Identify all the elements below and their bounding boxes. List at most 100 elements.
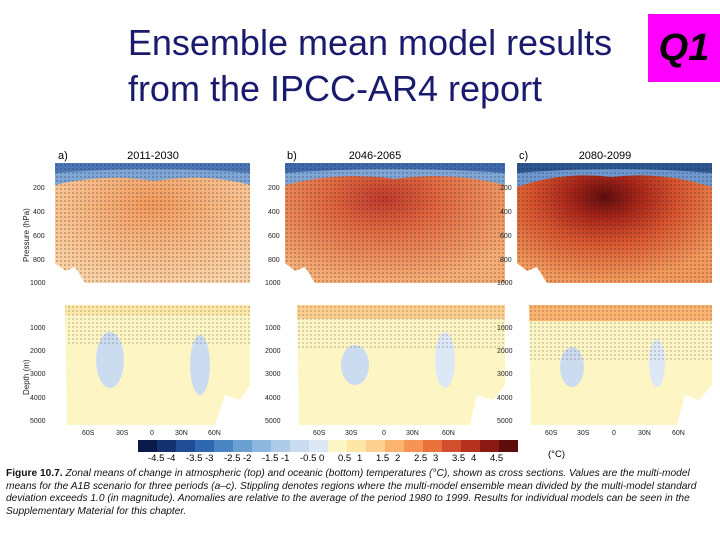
colorbar-swatch [404, 440, 424, 452]
colorbar-label: 3 [433, 453, 439, 464]
pressure-tick: 800 [33, 257, 45, 264]
panel-label-b: b) [287, 150, 297, 162]
pressure-tick: 400 [268, 209, 280, 216]
title-line-2: from the IPCC-AR4 report [127, 68, 543, 109]
ocean-panel-a [55, 305, 250, 425]
colorbar-label: -2.5 [224, 453, 241, 464]
colorbar-label: 0.5 [338, 453, 352, 464]
lat-tick: 30N [175, 430, 188, 437]
depth-tick: 2000 [497, 348, 513, 355]
pressure-tick: 1000 [265, 280, 281, 287]
panel-title-c: 2080-2099 [578, 150, 632, 162]
lat-tick: 0 [612, 430, 616, 437]
colorbar-label: -1 [281, 453, 290, 464]
lat-tick: 30S [577, 430, 590, 437]
colorbar-swatch [195, 440, 215, 452]
colorbar-label: 2.5 [414, 453, 428, 464]
colorbar-swatch [233, 440, 253, 452]
lat-tick: 30S [116, 430, 129, 437]
lat-tick: 60N [672, 430, 685, 437]
pressure-tick: 1000 [30, 280, 46, 287]
colorbar-swatch [138, 440, 158, 452]
colorbar-label: -0.5 [300, 453, 317, 464]
colorbar-label: 0 [319, 453, 325, 464]
colorbar-swatch [290, 440, 310, 452]
pressure-tick: 600 [33, 233, 45, 240]
colorbar-label: -3 [205, 453, 214, 464]
lat-tick: 60S [545, 430, 558, 437]
lat-tick: 60N [442, 430, 455, 437]
lat-tick: 30N [406, 430, 419, 437]
pressure-tick: 200 [33, 185, 45, 192]
colorbar-swatch [252, 440, 272, 452]
pressure-tick: 600 [268, 233, 280, 240]
depth-tick: 4000 [265, 395, 281, 402]
depth-tick: 5000 [30, 418, 46, 425]
caption-text: Zonal means of change in atmospheric (to… [6, 468, 697, 517]
atmosphere-panel-c [517, 163, 712, 283]
lat-tick: 60S [313, 430, 326, 437]
colorbar-swatch [328, 440, 348, 452]
ocean-panel-b [285, 305, 505, 425]
colorbar-label: 3.5 [452, 453, 466, 464]
depth-tick: 1000 [265, 325, 281, 332]
slide-title: Ensemble mean model results from the IPC… [0, 20, 720, 112]
lat-tick: 0 [382, 430, 386, 437]
pressure-tick: 400 [500, 209, 512, 216]
colorbar-label: -2 [243, 453, 252, 464]
panel-title-a: 2011-2030 [127, 150, 179, 162]
panel-label-a: a) [58, 150, 68, 162]
colorbar-label: -1.5 [262, 453, 279, 464]
panel-title-b: 2046-2065 [348, 150, 402, 162]
colorbar-swatch [309, 440, 329, 452]
colorbar-swatch [214, 440, 234, 452]
pressure-tick: 800 [268, 257, 280, 264]
lat-tick: 0 [150, 430, 154, 437]
colorbar-label: -4 [167, 453, 176, 464]
depth-tick: 5000 [497, 418, 513, 425]
lat-tick: 30N [638, 430, 651, 437]
colorbar-label: 4.5 [490, 453, 504, 464]
depth-tick: 1000 [497, 325, 513, 332]
colorbar-swatch [271, 440, 291, 452]
colorbar-label: -4.5 [148, 453, 165, 464]
pressure-tick: 200 [500, 185, 512, 192]
pressure-tick: 800 [500, 257, 512, 264]
lat-tick: 30S [345, 430, 358, 437]
colorbar-swatch [480, 440, 500, 452]
caption-figure-number: Figure 10.7. [6, 468, 63, 479]
pressure-tick: 1000 [497, 280, 513, 287]
depth-tick: 3000 [265, 371, 281, 378]
colorbar-label: -3.5 [186, 453, 203, 464]
depth-tick: 4000 [30, 395, 46, 402]
colorbar [138, 440, 518, 452]
colorbar-swatch [385, 440, 405, 452]
atmosphere-panel-b [285, 163, 505, 283]
panel-label-c: c) [519, 150, 529, 162]
lat-tick: 60N [208, 430, 221, 437]
colorbar-swatch [499, 440, 518, 452]
colorbar-unit: (°C) [548, 449, 565, 460]
pressure-axis-title: Pressure (hPa) [22, 208, 31, 262]
depth-tick: 2000 [265, 348, 281, 355]
depth-tick: 4000 [497, 395, 513, 402]
colorbar-label: 1 [357, 453, 363, 464]
pressure-tick: 400 [33, 209, 45, 216]
depth-tick: 2000 [30, 348, 46, 355]
colorbar-swatch [366, 440, 386, 452]
colorbar-swatch [461, 440, 481, 452]
colorbar-swatch [347, 440, 367, 452]
colorbar-swatch [423, 440, 443, 452]
colorbar-swatch [176, 440, 196, 452]
pressure-tick: 600 [500, 233, 512, 240]
colorbar-swatch [442, 440, 462, 452]
atmosphere-panel-a [55, 163, 250, 283]
colorbar-label: 2 [395, 453, 401, 464]
depth-tick: 3000 [30, 371, 46, 378]
colorbar-label: 1.5 [376, 453, 390, 464]
depth-tick: 1000 [30, 325, 46, 332]
lat-tick: 60S [82, 430, 95, 437]
colorbar-swatch [157, 440, 177, 452]
colorbar-label: 4 [471, 453, 477, 464]
title-line-1: Ensemble mean model results [127, 22, 613, 63]
